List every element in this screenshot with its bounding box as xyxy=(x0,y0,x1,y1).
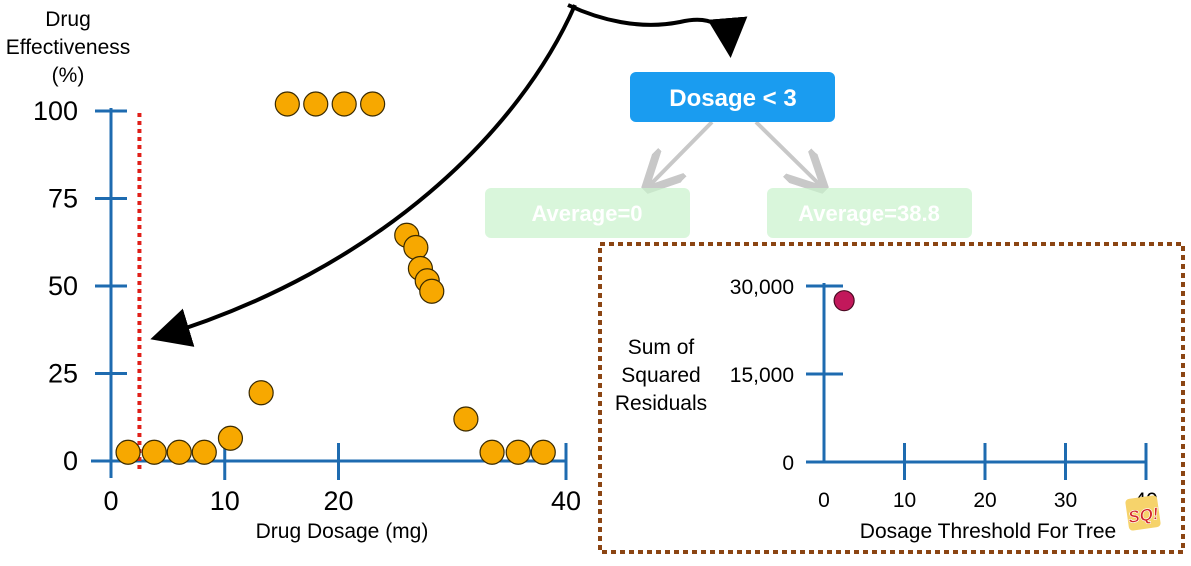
inset-data-points xyxy=(833,290,855,312)
y-tick-label: 50 xyxy=(48,271,78,301)
y-axis-label-line-1: Drug xyxy=(45,8,91,31)
x-axis-label: Drug Dosage (mg) xyxy=(256,520,429,543)
y-axis-label-line-2: Effectiveness xyxy=(6,36,131,59)
statquest-logo: SQ! xyxy=(1125,495,1161,531)
inset-x-tick-label: 10 xyxy=(893,489,916,512)
y-axis-label-line-3: (%) xyxy=(52,64,85,87)
statquest-logo-text: SQ! xyxy=(1127,504,1160,527)
inset-x-tick-label: 30 xyxy=(1054,489,1077,512)
x-tick-label: 40 xyxy=(551,486,581,516)
data-point xyxy=(248,380,274,406)
tree-left-leaf-label: Average=0 xyxy=(531,201,642,226)
curved-arrow-to-threshold xyxy=(150,4,577,347)
decision-tree: Dosage < 3 Average=0 Average=38.8 xyxy=(485,72,972,238)
data-point xyxy=(403,234,429,261)
data-point xyxy=(453,406,479,432)
data-point xyxy=(217,425,244,451)
data-point xyxy=(505,439,531,465)
ssr-inset-chart: Sum of Squared Residuals 30,000 15,000 0 0… xyxy=(598,242,1185,554)
inset-x-tick-label: 0 xyxy=(818,489,830,512)
y-tick-label: 0 xyxy=(63,446,78,476)
data-point xyxy=(141,439,167,465)
y-tick-label: 100 xyxy=(33,96,78,126)
inset-y-tick-label: 15,000 xyxy=(730,364,794,387)
data-points xyxy=(115,91,556,465)
tree-edge-left xyxy=(650,120,714,185)
data-point xyxy=(274,91,300,117)
data-point xyxy=(191,439,217,465)
data-point xyxy=(331,91,357,117)
inset-x-tick-label: 20 xyxy=(973,489,996,512)
drug-effectiveness-scatter: Drug Effectiveness (%) 100 75 50 25 0 0 10 20 4… xyxy=(6,8,581,543)
tree-right-leaf-label: Average=38.8 xyxy=(798,201,940,226)
inset-y-axis-label-line-1: Sum of xyxy=(628,336,695,359)
data-point xyxy=(419,278,445,304)
inset-y-tick-label: 0 xyxy=(782,452,794,475)
inset-x-axis-label: Dosage Threshold For Tree xyxy=(860,520,1116,543)
inset-y-ticks: 30,000 15,000 0 xyxy=(730,276,843,475)
tree-edge-right xyxy=(754,120,820,185)
tree-left-leaf xyxy=(485,188,690,238)
x-tick-label: 20 xyxy=(323,486,353,516)
inset-y-axis-label-line-3: Residuals xyxy=(615,392,707,415)
data-point xyxy=(479,439,505,465)
inset-y-tick-label: 30,000 xyxy=(730,276,794,299)
curved-arrow-to-tree xyxy=(567,3,748,58)
x-tick-label: 0 xyxy=(103,486,118,516)
inset-border xyxy=(598,242,1185,554)
inset-data-point xyxy=(833,290,855,312)
y-ticks: 100 75 50 25 0 xyxy=(33,96,127,476)
data-point xyxy=(360,91,386,117)
data-point xyxy=(166,439,192,465)
y-tick-label: 25 xyxy=(48,359,78,389)
inset-y-axis-label-line-2: Squared xyxy=(621,364,700,387)
x-tick-label: 10 xyxy=(210,486,240,516)
tree-root-label: Dosage < 3 xyxy=(669,85,796,112)
data-point xyxy=(303,91,329,117)
x-ticks: 0 10 20 40 xyxy=(103,443,581,516)
data-point xyxy=(530,439,556,465)
data-point xyxy=(115,439,141,465)
tree-root-node xyxy=(630,72,835,122)
tree-right-leaf xyxy=(767,188,972,238)
y-tick-label: 75 xyxy=(48,184,78,214)
